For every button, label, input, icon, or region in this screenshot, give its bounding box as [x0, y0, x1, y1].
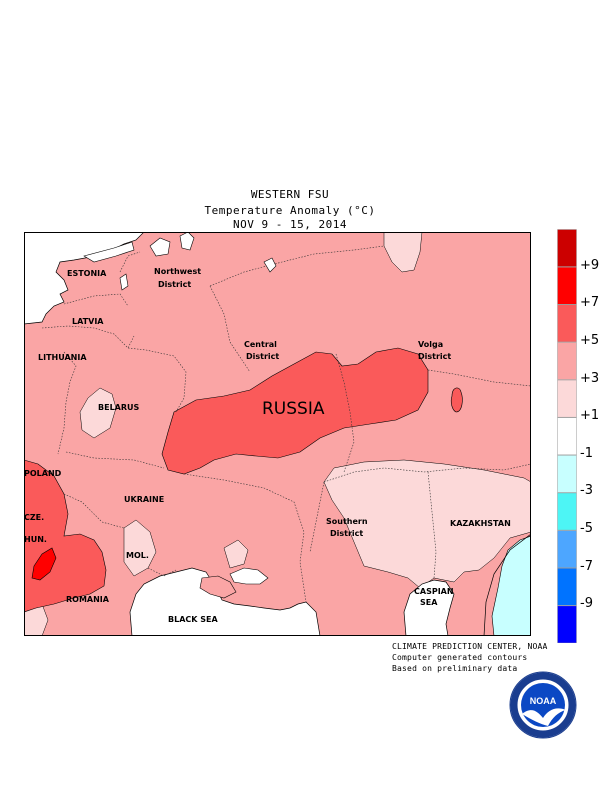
- anomaly-fill-plus1-north: [383, 232, 423, 273]
- legend-swatch: [557, 342, 577, 380]
- map-title: WESTERN FSU: [250, 188, 330, 201]
- color-legend: [557, 229, 577, 643]
- anomaly-fill-minus1: [491, 535, 531, 636]
- anomaly-fill-plus5-spot: [450, 387, 463, 413]
- map-frame: [24, 232, 531, 636]
- gull-icon: [522, 708, 566, 726]
- label-romania: ROMANIA: [66, 595, 110, 604]
- legend-label: +7: [580, 295, 600, 311]
- contour-line-east: [483, 533, 531, 636]
- gulf-of-finland: [83, 241, 135, 263]
- legend-swatch: [557, 492, 577, 531]
- caspian-sea: [403, 579, 455, 636]
- label-estonia: ESTONIA: [67, 269, 107, 278]
- map-period: NOV 9 - 15, 2014: [233, 218, 347, 231]
- credit-preliminary: Based on preliminary data: [392, 664, 518, 673]
- baltic-sea: [24, 232, 145, 325]
- label-kazakhstan: KAZAKHSTAN: [450, 519, 511, 528]
- legend-swatch: [557, 266, 577, 305]
- label-volga-2: District: [418, 352, 451, 361]
- label-hun: HUN.: [24, 535, 47, 544]
- crimea-peninsula: [199, 575, 237, 599]
- anomaly-fill-plus5-russia: [161, 347, 429, 475]
- legend-swatch: [557, 567, 577, 606]
- noaa-logo-ring: [510, 672, 576, 738]
- legend-label: -3: [580, 483, 593, 499]
- label-caspian-2: SEA: [420, 598, 438, 607]
- label-belarus: BELARUS: [98, 403, 140, 412]
- anomaly-fill-plus1-belarus: [79, 387, 117, 439]
- label-southern-1: Southern: [326, 517, 368, 526]
- anomaly-map: ESTONIA LATVIA LITHUANIA BELARUS POLAND …: [24, 232, 531, 636]
- legend-swatch: [557, 304, 577, 343]
- anomaly-fill-plus1-moldova: [123, 519, 157, 577]
- label-northwest-2: District: [158, 280, 191, 289]
- label-cze: CZE.: [24, 513, 44, 522]
- anomaly-fill-plus1-crimea: [223, 539, 249, 569]
- legend-label: -5: [580, 521, 593, 537]
- label-southern-2: District: [330, 529, 363, 538]
- label-lithuania: LITHUANIA: [38, 353, 87, 362]
- borders: [41, 245, 531, 603]
- noaa-logo: NOAA: [509, 671, 577, 739]
- legend-label: +5: [580, 332, 600, 348]
- credit-cpc: CLIMATE PREDICTION CENTER, NOAA: [392, 642, 548, 651]
- rybinsk-reservoir: [263, 257, 277, 273]
- legend-label: +1: [580, 408, 600, 424]
- black-sea: [129, 567, 321, 636]
- legend-swatch: [557, 530, 577, 568]
- noaa-logo-text: NOAA: [530, 696, 557, 706]
- label-northwest-1: Northwest: [154, 267, 201, 276]
- legend-label: -1: [580, 445, 593, 461]
- legend-swatch: [557, 417, 577, 456]
- label-caspian-1: CASPIAN: [414, 587, 454, 596]
- legend-swatch: [557, 379, 577, 418]
- legend-swatch: [557, 229, 577, 267]
- label-central-2: District: [246, 352, 279, 361]
- credit-contours: Computer generated contours: [392, 653, 528, 662]
- lake-ladoga: [149, 237, 171, 257]
- label-latvia: LATVIA: [72, 317, 104, 326]
- label-black-sea: BLACK SEA: [168, 615, 218, 624]
- anomaly-fill-plus7: [31, 547, 57, 581]
- map-variable: Temperature Anomaly (°C): [204, 204, 376, 217]
- legend-label: +3: [580, 370, 600, 386]
- label-central-1: Central: [244, 340, 277, 349]
- legend-swatch: [557, 455, 577, 493]
- legend-swatch: [557, 605, 577, 643]
- legend-label: -9: [580, 596, 593, 612]
- legend-label: +9: [580, 257, 600, 273]
- legend-label: -7: [580, 558, 593, 574]
- label-moldova: MOL.: [126, 551, 149, 560]
- sea-of-azov: [229, 567, 269, 585]
- label-volga-1: Volga: [418, 340, 443, 349]
- lake-peipus: [119, 273, 129, 291]
- anomaly-fill-plus1-south: [323, 459, 531, 589]
- label-ukraine: UKRAINE: [124, 495, 164, 504]
- label-poland: POLAND: [24, 469, 62, 478]
- label-russia: RUSSIA: [262, 399, 325, 419]
